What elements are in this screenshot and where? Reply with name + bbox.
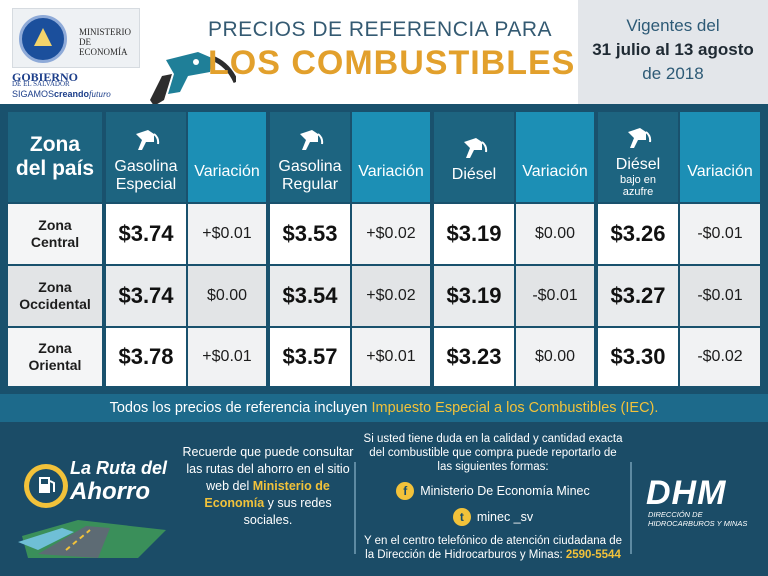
- phone-text: Y en el centro telefónico de atención ci…: [362, 534, 624, 562]
- government-logo: MINISTERIO DE ECONOMÍA: [12, 8, 140, 68]
- price-table: Zona del país Gasolina Especial Variació…: [0, 104, 768, 394]
- slogan: SIGAMOScreandofuturo: [12, 89, 111, 99]
- facebook-label: Ministerio De Economía Minec: [420, 484, 590, 498]
- zone-occidental: Zona Occidental: [8, 266, 102, 326]
- price-cell: $3.54: [270, 266, 350, 326]
- footer: La Ruta del Ahorro Recuerde que puede co…: [0, 422, 768, 576]
- variation-cell: +$0.01: [188, 328, 266, 386]
- zone-central: Zona Central: [8, 204, 102, 264]
- fuel-name-2: Regular: [281, 176, 339, 193]
- zone-column-header: Zona del país: [8, 112, 102, 202]
- variation-cell: $0.00: [516, 328, 594, 386]
- twitter-label: minec _sv: [476, 510, 534, 524]
- contact-block: Si usted tiene duda en la calidad y cant…: [362, 432, 624, 562]
- zone-label: Zona: [38, 279, 72, 295]
- validity-dates: 31 julio al 13 agosto: [592, 40, 754, 59]
- price-cell: $3.23: [434, 328, 514, 386]
- variation-cell: -$0.01: [516, 266, 594, 326]
- price-cell: $3.74: [106, 204, 186, 264]
- variation-header: Variación: [516, 112, 594, 202]
- phone-intro: Y en el centro telefónico de atención ci…: [363, 535, 623, 561]
- ruta-title-line-2: Ahorro: [70, 478, 150, 505]
- reminder-text: Recuerde que puede consultar las rutas d…: [182, 444, 354, 529]
- price-cell: $3.30: [598, 328, 678, 386]
- variation-cell: $0.00: [188, 266, 266, 326]
- price-cell: $3.26: [598, 204, 678, 264]
- zone-label: Zona: [38, 217, 72, 233]
- validity-year: de 2018: [642, 64, 704, 83]
- fuel-pump-icon: [136, 130, 160, 150]
- variation-cell: +$0.02: [352, 266, 430, 326]
- zone-header-line-2: del país: [15, 157, 95, 180]
- validity-line-1: Vigentes del: [626, 16, 720, 35]
- tax-note-highlight: Impuesto Especial a los Combustibles (IE…: [371, 400, 659, 416]
- twitter-link[interactable]: t minec _sv: [362, 508, 624, 526]
- validity-box: Vigentes del 31 julio al 13 agosto de 20…: [578, 0, 768, 104]
- title-line-2: LOS COMBUSTIBLES: [208, 44, 576, 82]
- ruta-del-ahorro-logo: [18, 464, 166, 558]
- fuel-name: Gasolina: [278, 158, 342, 175]
- fuel-name: Gasolina: [114, 158, 178, 175]
- zone-oriental: Zona Oriental: [8, 328, 102, 386]
- zone-name: Central: [30, 234, 80, 250]
- variation-cell: -$0.02: [680, 328, 760, 386]
- facebook-link[interactable]: f Ministerio De Economía Minec: [362, 482, 624, 500]
- ministerio-link[interactable]: Ministerio de Economía: [204, 479, 330, 510]
- variation-header: Variación: [352, 112, 430, 202]
- title-line-1: PRECIOS DE REFERENCIA PARA: [208, 18, 553, 41]
- price-cell: $3.27: [598, 266, 678, 326]
- variation-cell: $0.00: [516, 204, 594, 264]
- tax-note: Todos los precios de referencia incluyen…: [0, 394, 768, 422]
- price-cell: $3.19: [434, 204, 514, 264]
- coat-of-arms-icon: [19, 15, 67, 63]
- fuel-header-diesel-bajo-azufre: Diésel bajo en azufre: [598, 112, 678, 202]
- variation-header: Variación: [680, 112, 760, 202]
- ministerio-label: MINISTERIO DE ECONOMÍA: [79, 27, 131, 57]
- fuel-header-diesel: Diésel: [434, 112, 514, 202]
- fuel-name-2: Especial: [115, 176, 177, 193]
- price-cell: $3.19: [434, 266, 514, 326]
- phone-number[interactable]: 2590-5544: [565, 549, 621, 561]
- header: MINISTERIO DE ECONOMÍA GOBIERNO DE EL SA…: [0, 0, 768, 106]
- price-cell: $3.53: [270, 204, 350, 264]
- dhm-logo: DHM: [646, 474, 727, 512]
- variation-cell: -$0.01: [680, 266, 760, 326]
- zone-header-line-1: Zona: [29, 133, 81, 156]
- divider: [354, 462, 356, 554]
- variation-cell: -$0.01: [680, 204, 760, 264]
- facebook-icon: f: [396, 482, 415, 500]
- reminder-part-1: Recuerde que puede consultar las rutas d…: [182, 445, 354, 493]
- gas-station-icon: [39, 477, 55, 493]
- price-cell: $3.78: [106, 328, 186, 386]
- fuel-pump-icon: [464, 138, 488, 158]
- fuel-name-2: bajo en azufre: [619, 174, 657, 198]
- dhm-subtitle: DIRECCIÓN DE HIDROCARBUROS Y MINAS: [648, 510, 748, 528]
- price-cell: $3.74: [106, 266, 186, 326]
- fuel-header-gasolina-regular: Gasolina Regular: [270, 112, 350, 202]
- fuel-nozzle-icon: [150, 52, 236, 106]
- price-cell: $3.57: [270, 328, 350, 386]
- reminder-part-3: y sus redes sociales.: [243, 496, 332, 527]
- fuel-name: Diésel: [615, 156, 661, 173]
- ruta-title-line-1: La Ruta del: [70, 458, 168, 478]
- zone-name: Oriental: [28, 357, 82, 373]
- fuel-name: Diésel: [451, 166, 497, 183]
- gobierno-label: GOBIERNO: [12, 70, 79, 84]
- variation-cell: +$0.02: [352, 204, 430, 264]
- variation-header: Variación: [188, 112, 266, 202]
- contact-intro: Si usted tiene duda en la calidad y cant…: [363, 433, 623, 473]
- gobierno-sub-label: DE EL SALVADOR: [12, 80, 70, 88]
- variation-cell: +$0.01: [352, 328, 430, 386]
- fuel-header-gasolina-especial: Gasolina Especial: [106, 112, 186, 202]
- fuel-pump-icon: [300, 130, 324, 150]
- fuel-pump-icon: [628, 128, 652, 148]
- zone-label: Zona: [38, 340, 72, 356]
- variation-cell: +$0.01: [188, 204, 266, 264]
- zone-name: Occidental: [19, 296, 91, 312]
- twitter-icon: t: [452, 508, 471, 526]
- tax-note-text: Todos los precios de referencia incluyen: [109, 400, 372, 416]
- divider: [630, 462, 632, 554]
